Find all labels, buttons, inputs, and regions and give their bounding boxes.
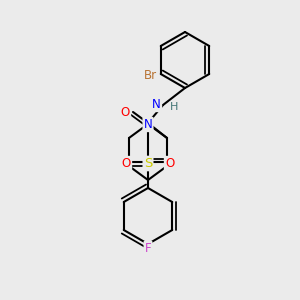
Text: O: O [165, 157, 174, 170]
Text: O: O [122, 157, 131, 170]
Text: S: S [144, 157, 152, 170]
Text: N: N [144, 118, 152, 131]
Text: H: H [170, 102, 178, 112]
Text: N: N [152, 98, 161, 111]
Text: Br: Br [144, 69, 157, 82]
Text: O: O [121, 106, 130, 119]
Text: F: F [145, 242, 151, 255]
